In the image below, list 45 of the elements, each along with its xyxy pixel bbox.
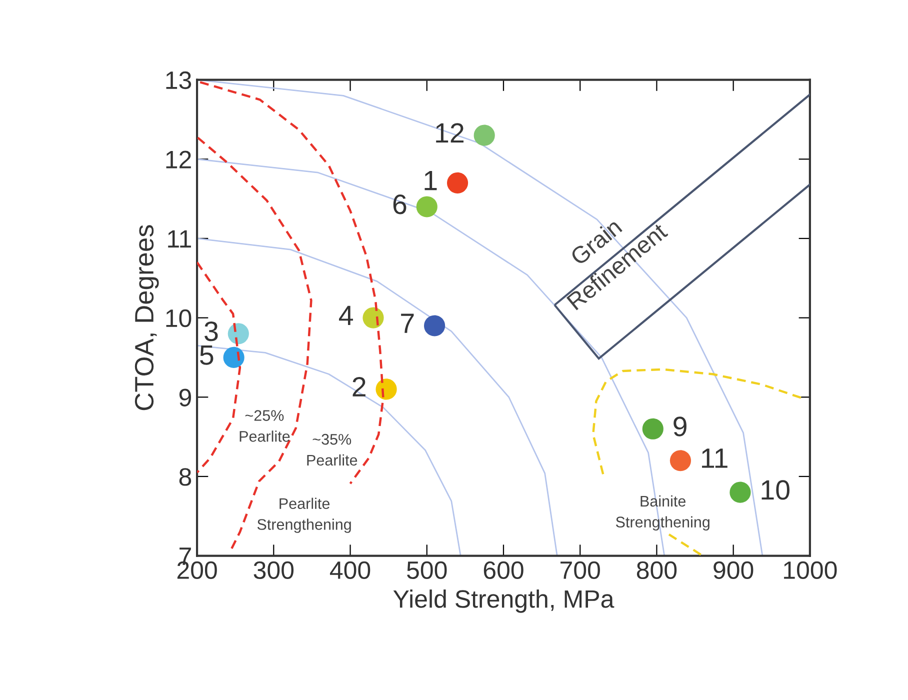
point: [730, 482, 751, 503]
annotation: 5: [200, 346, 214, 365]
annotation: Pearlite Strengthening: [257, 498, 351, 533]
x-axis-title: Yield Strength, MPa: [393, 590, 614, 613]
x-tick-label: 500: [407, 561, 447, 580]
point: [446, 172, 468, 194]
point: [474, 124, 495, 146]
annotation: 4: [338, 306, 353, 325]
annotation: 6: [393, 194, 406, 214]
x-tick-label: 700: [560, 561, 600, 580]
x-tick-label: 400: [330, 561, 370, 580]
x-tick-label: 900: [714, 561, 754, 580]
annotation: 2: [352, 376, 366, 396]
y-tick-label: 13: [166, 71, 192, 90]
y-axis-title: CTOA, Degrees: [134, 225, 159, 410]
annotation: 3: [204, 321, 218, 342]
annotation: 10: [762, 480, 790, 500]
line-series: [592, 368, 803, 476]
point: [424, 315, 446, 336]
point: [362, 307, 384, 328]
y-tick-label: 12: [166, 150, 191, 168]
y-tick-label: 9: [179, 388, 191, 406]
annotation: 12: [436, 123, 464, 143]
point: [228, 323, 249, 344]
y-tick-label: 10: [166, 309, 192, 328]
x-tick-label: 300: [254, 561, 294, 580]
x-tick-label: 1000: [784, 561, 837, 580]
annotation: 7: [401, 314, 414, 333]
annotation: 9: [674, 416, 686, 436]
y-tick-label: 11: [168, 230, 191, 248]
point: [223, 346, 244, 368]
line-series: [197, 344, 462, 556]
annotation: 11: [702, 448, 728, 468]
y-tick-label: 8: [179, 468, 192, 486]
point: [416, 196, 438, 218]
line-series: [197, 238, 558, 556]
annotation: ~35% Pearlite: [307, 434, 358, 466]
x-tick-label: 800: [636, 561, 677, 580]
annotation: ~25% Pearlite: [240, 410, 290, 442]
annotation: 1: [424, 171, 437, 190]
annotation: Bainite Strengthening: [616, 495, 710, 531]
point: [670, 450, 691, 472]
x-tick-label: 600: [484, 561, 524, 580]
point: [642, 418, 664, 440]
point: [376, 378, 397, 400]
